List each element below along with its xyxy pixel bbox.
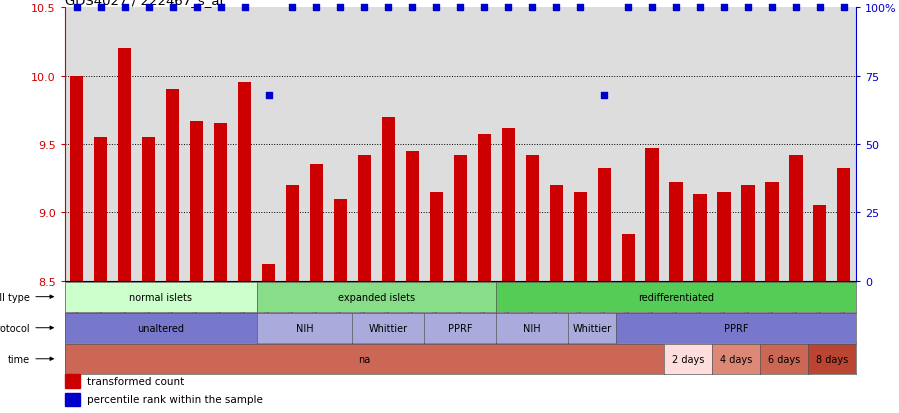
Text: PPRF: PPRF [724,323,748,333]
Bar [190,121,203,281]
Point [501,5,515,12]
Text: 6 days: 6 days [768,354,800,364]
Bar [405,152,419,281]
Point [717,5,731,12]
Bar [310,165,323,281]
Point [165,5,180,12]
Point [262,92,276,99]
Point [621,5,636,12]
Bar [262,264,275,281]
Bar [382,117,395,281]
Point [453,5,467,12]
Bar [621,235,635,281]
Bar [814,206,826,281]
Point [813,5,827,12]
Text: 4 days: 4 days [720,354,752,364]
Point [645,5,659,12]
Text: time: time [8,354,30,364]
Bar [837,169,850,281]
Point [765,5,779,12]
Bar [742,185,754,281]
Bar [166,90,179,281]
Point [309,5,324,12]
Bar [142,138,156,281]
Point [788,5,803,12]
Text: Whittier: Whittier [369,323,408,333]
Bar [118,49,131,281]
Text: normal islets: normal islets [129,292,192,302]
Point [549,5,564,12]
Bar [598,169,610,281]
Bar [645,149,659,281]
Bar [454,155,467,281]
Text: transformed count: transformed count [87,376,184,386]
Bar [430,192,443,281]
Bar [334,199,347,281]
Point [597,92,611,99]
Text: redifferentiated: redifferentiated [638,292,714,302]
Point [141,5,156,12]
Bar [65,393,79,406]
Point [429,5,443,12]
Text: cell type: cell type [0,292,30,302]
Point [405,5,420,12]
Point [237,5,252,12]
Point [741,5,755,12]
Bar [477,135,491,281]
Text: na: na [359,354,370,364]
Point [213,5,227,12]
Text: percentile rank within the sample: percentile rank within the sample [87,394,263,404]
Bar [574,192,587,281]
Point [693,5,708,12]
Bar [549,185,563,281]
Bar [94,138,107,281]
Bar [358,155,371,281]
Point [118,5,132,12]
Text: Whittier: Whittier [573,323,611,333]
Bar [670,183,682,281]
Text: protocol: protocol [0,323,30,333]
Point [837,5,851,12]
Bar [286,185,299,281]
Point [93,5,108,12]
Point [334,5,348,12]
Text: NIH: NIH [523,323,541,333]
Bar [765,183,779,281]
Point [573,5,587,12]
Text: 2 days: 2 days [672,354,704,364]
Text: 8 days: 8 days [815,354,848,364]
Bar [238,83,251,281]
Text: expanded islets: expanded islets [338,292,415,302]
Point [381,5,396,12]
Bar [693,195,707,281]
Text: PPRF: PPRF [448,323,473,333]
Bar [717,192,731,281]
Bar [65,375,79,388]
Text: NIH: NIH [296,323,313,333]
Point [669,5,683,12]
Bar [214,124,227,281]
Text: unaltered: unaltered [138,323,184,333]
Bar [70,76,84,281]
Bar [526,155,539,281]
Point [69,5,84,12]
Text: GDS4027 / 222467_s_at: GDS4027 / 222467_s_at [65,0,225,7]
Point [285,5,299,12]
Bar [789,155,803,281]
Point [477,5,492,12]
Bar [502,128,515,281]
Point [357,5,371,12]
Point [190,5,204,12]
Point [525,5,539,12]
